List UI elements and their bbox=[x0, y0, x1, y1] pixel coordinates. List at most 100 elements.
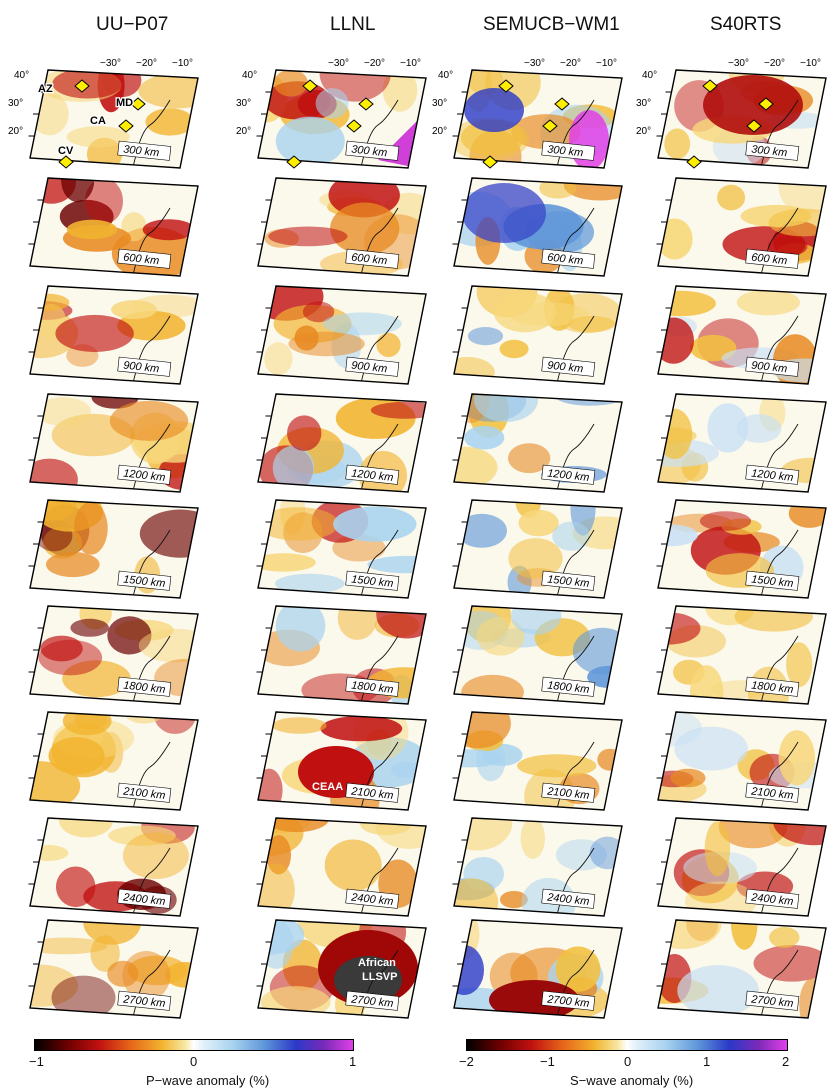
lon-tick-label: −10° bbox=[596, 58, 617, 69]
depth-label: 300 km bbox=[547, 144, 584, 160]
lat-tick-label: 20° bbox=[236, 126, 251, 137]
hotspot-marker bbox=[358, 97, 374, 111]
lon-tick-label: −20° bbox=[364, 58, 385, 69]
map-panel-1-5 bbox=[258, 606, 426, 704]
depth-label: 1800 km bbox=[547, 680, 590, 696]
map-panel-2-0 bbox=[454, 70, 622, 168]
s-wave-tick-mid: 0 bbox=[624, 1054, 632, 1069]
depth-label: 900 km bbox=[351, 360, 388, 376]
hotspot-label-ca: CA bbox=[90, 115, 106, 127]
s-wave-tick-m1: −1 bbox=[540, 1054, 555, 1069]
hotspot-marker bbox=[686, 155, 702, 169]
depth-label: 1200 km bbox=[123, 468, 166, 484]
p-wave-tick-max: 1 bbox=[349, 1054, 357, 1069]
depth-label: 1800 km bbox=[123, 680, 166, 696]
p-wave-tick-mid: 0 bbox=[190, 1054, 198, 1069]
depth-label: 2400 km bbox=[122, 891, 166, 907]
map-panel-2-3 bbox=[454, 394, 622, 492]
hotspot-marker bbox=[58, 155, 74, 169]
s-wave-axis-label: S−wave anomaly (%) bbox=[570, 1073, 694, 1088]
map-panel-1-2 bbox=[258, 286, 426, 384]
hotspot-marker bbox=[118, 119, 134, 133]
hotspot-marker bbox=[74, 79, 90, 93]
lat-tick-label: 20° bbox=[8, 126, 23, 137]
map-panel-2-1 bbox=[454, 178, 622, 276]
map-panel-0-6 bbox=[30, 712, 198, 810]
depth-label: 2400 km bbox=[350, 891, 394, 907]
hotspot-marker bbox=[346, 119, 362, 133]
map-panel-3-8 bbox=[658, 920, 826, 1018]
lon-tick-label: −30° bbox=[728, 58, 749, 69]
depth-label: 1800 km bbox=[751, 680, 794, 696]
s-wave-tick-p1: 1 bbox=[703, 1054, 711, 1069]
map-panel-0-8 bbox=[30, 920, 198, 1018]
depth-label: 2400 km bbox=[546, 891, 590, 907]
hotspot-marker bbox=[758, 97, 774, 111]
depth-label: 600 km bbox=[547, 252, 584, 268]
depth-label: 300 km bbox=[751, 144, 788, 160]
hotspot-marker bbox=[482, 155, 498, 169]
depth-label: 2400 km bbox=[750, 891, 794, 907]
map-panel-3-0 bbox=[658, 70, 826, 168]
map-panel-2-7 bbox=[454, 818, 622, 916]
depth-label: 1200 km bbox=[751, 468, 794, 484]
lat-tick-label: 40° bbox=[642, 70, 657, 81]
hotspot-marker bbox=[746, 119, 762, 133]
map-panel-3-1 bbox=[658, 178, 826, 276]
map-panel-3-5 bbox=[658, 606, 826, 704]
hotspot-marker bbox=[542, 119, 558, 133]
depth-label: 2100 km bbox=[350, 785, 394, 801]
depth-label: 2100 km bbox=[122, 785, 166, 801]
map-panel-2-8 bbox=[454, 920, 622, 1018]
lon-tick-label: −20° bbox=[764, 58, 785, 69]
map-panel-0-3 bbox=[30, 394, 198, 492]
column-title-llnl: LLNL bbox=[330, 14, 376, 35]
depth-label: 600 km bbox=[351, 252, 388, 268]
lat-tick-label: 30° bbox=[636, 98, 651, 109]
p-wave-axis-label: P−wave anomaly (%) bbox=[146, 1073, 270, 1088]
depth-label: 300 km bbox=[123, 144, 160, 160]
hotspot-marker bbox=[302, 79, 318, 93]
depth-label: 600 km bbox=[123, 252, 160, 268]
lat-tick-label: 30° bbox=[432, 98, 447, 109]
depth-label: 300 km bbox=[351, 144, 388, 160]
hotspot-marker bbox=[702, 79, 718, 93]
lon-tick-label: −30° bbox=[328, 58, 349, 69]
depth-label: 1800 km bbox=[351, 680, 394, 696]
lon-tick-label: −10° bbox=[172, 58, 193, 69]
llsvp-label-line1: African bbox=[358, 957, 396, 969]
depth-label: 1200 km bbox=[351, 468, 394, 484]
map-panel-1-6 bbox=[258, 712, 426, 810]
lon-tick-label: −10° bbox=[800, 58, 821, 69]
column-title-semucb-wm1: SEMUCB−WM1 bbox=[483, 14, 620, 35]
depth-label: 900 km bbox=[123, 360, 160, 376]
hotspot-label-az: AZ bbox=[38, 83, 53, 95]
depth-label: 1500 km bbox=[123, 574, 166, 590]
hotspot-marker bbox=[554, 97, 570, 111]
depth-label: 2100 km bbox=[750, 785, 794, 801]
lat-tick-label: 40° bbox=[14, 70, 29, 81]
lon-tick-label: −20° bbox=[560, 58, 581, 69]
depth-label: 2700 km bbox=[546, 993, 590, 1009]
map-panel-1-3 bbox=[258, 394, 426, 492]
lat-tick-label: 40° bbox=[438, 70, 453, 81]
lat-tick-label: 20° bbox=[432, 126, 447, 137]
lon-tick-label: −20° bbox=[136, 58, 157, 69]
depth-label: 900 km bbox=[547, 360, 584, 376]
lat-tick-label: 30° bbox=[8, 98, 23, 109]
column-title-s40rts: S40RTS bbox=[710, 14, 782, 35]
lat-tick-label: 20° bbox=[636, 126, 651, 137]
p-wave-colorbar bbox=[34, 1039, 354, 1051]
map-panel-2-6 bbox=[454, 712, 622, 810]
hotspot-marker bbox=[286, 155, 302, 169]
depth-label: 2700 km bbox=[122, 993, 166, 1009]
depth-label: 2700 km bbox=[750, 993, 794, 1009]
hotspot-label-md: MD bbox=[116, 97, 133, 109]
tomography-map-grid: 300 km 600 km 900 km 1200 km 1500 km 1800 km 2… bbox=[8, 58, 827, 1019]
column-title-uu-p07: UU−P07 bbox=[96, 14, 169, 35]
hotspot-marker bbox=[130, 97, 146, 111]
depth-label: 900 km bbox=[751, 360, 788, 376]
ceaa-label: CEAA bbox=[312, 781, 343, 793]
map-panel-3-6 bbox=[658, 712, 826, 810]
depth-label: 1500 km bbox=[351, 574, 394, 590]
